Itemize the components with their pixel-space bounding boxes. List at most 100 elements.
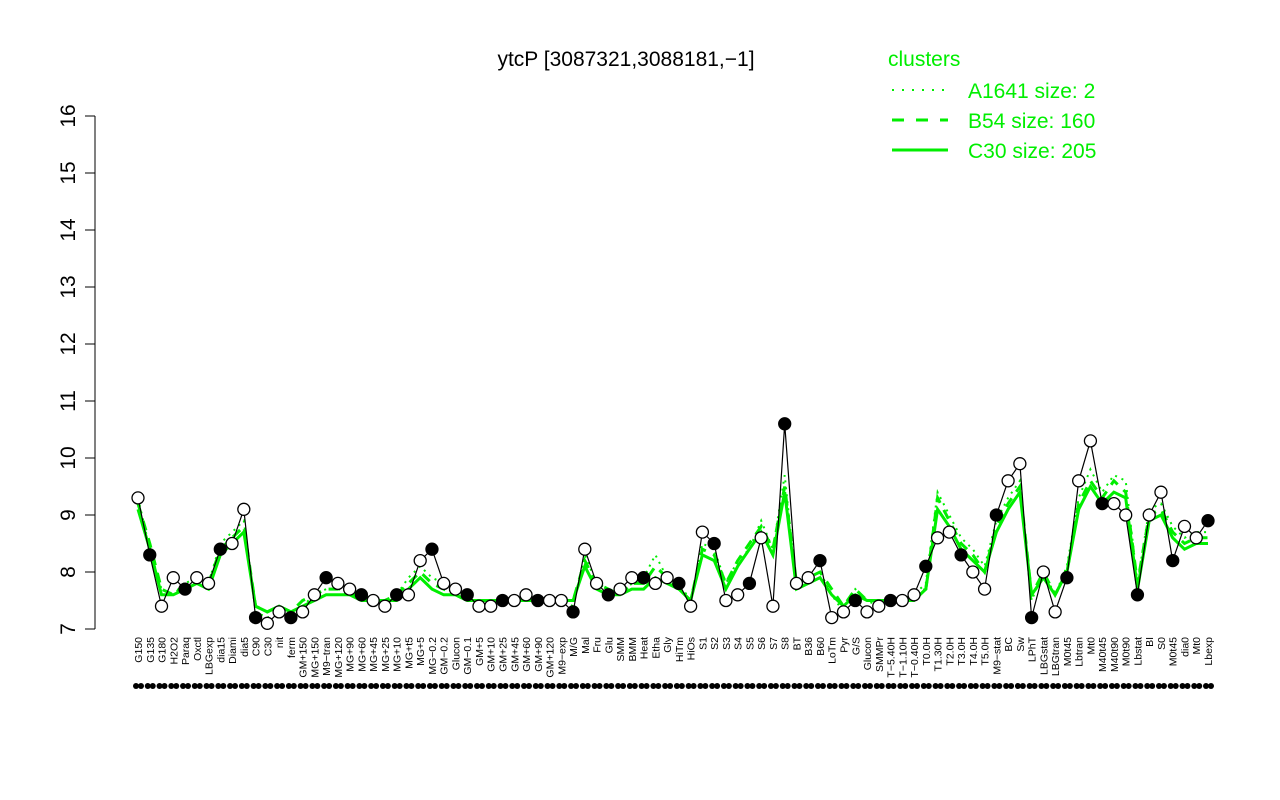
x-tick-marker [568, 683, 575, 689]
x-tick-label: MG+90 [345, 637, 357, 672]
data-point [801, 571, 815, 585]
x-tick-marker [925, 683, 932, 689]
x-tick-label: S8 [780, 637, 792, 650]
x-tick-label: GM+5 [474, 637, 486, 666]
x-tick-marker [1132, 683, 1139, 689]
x-tick-marker [232, 683, 239, 689]
x-tick-label: MG+5 [415, 637, 427, 666]
x-tick-marker [250, 683, 257, 689]
x-tick-marker [509, 683, 516, 689]
data-point [284, 610, 298, 625]
x-tick-marker [168, 683, 175, 689]
x-tick-label: nit [274, 637, 286, 648]
x-tick-label: Fru [592, 637, 604, 653]
x-tick-marker [368, 683, 375, 689]
x-tick-label: S0 [1156, 637, 1168, 650]
x-tick-label: T4.0H [968, 637, 980, 666]
x-tick-marker [1137, 683, 1144, 689]
x-tick-marker [238, 683, 245, 689]
x-tick-marker [1097, 683, 1104, 689]
x-tick-label: S4 [733, 637, 745, 650]
x-tick-label: S5 [744, 637, 756, 650]
x-tick-marker [332, 683, 339, 689]
x-tick-label: GM+25 [498, 637, 510, 672]
x-tick-marker [532, 683, 539, 689]
x-tick-marker [314, 683, 321, 689]
x-tick-marker [478, 683, 485, 689]
x-tick-label: LBGstat [1038, 637, 1050, 675]
x-tick-marker [556, 683, 563, 689]
x-tick-label: MG−0.2 [427, 637, 439, 675]
series-line-2 [136, 483, 1208, 614]
data-point [1001, 474, 1015, 488]
x-tick-marker [1108, 683, 1115, 689]
x-tick-marker [1125, 683, 1132, 689]
x-tick-marker [932, 683, 939, 689]
x-tick-marker [285, 683, 292, 689]
x-tick-marker [1179, 683, 1186, 689]
x-tick-label: SMM [615, 637, 627, 662]
x-tick-label: GM+45 [509, 637, 521, 672]
x-tick-label: M0t90 [1121, 637, 1133, 666]
x-tick-marker [549, 683, 556, 689]
data-point [1048, 605, 1062, 619]
data-point [942, 525, 956, 539]
x-tick-label: MG+10 [392, 637, 404, 672]
x-tick-marker [744, 683, 751, 689]
x-tick-marker [1172, 683, 1179, 689]
data-point [154, 599, 169, 613]
series-line-0 [137, 467, 1208, 619]
x-tick-marker [826, 683, 833, 689]
x-tick-label: dia5 [239, 637, 251, 657]
data-point [366, 593, 380, 608]
series-line-1 [136, 477, 1208, 614]
x-tick-marker [344, 683, 351, 689]
x-tick-marker [279, 683, 286, 689]
x-tick-label: LPhT [1027, 636, 1039, 662]
x-tick-marker [1031, 683, 1038, 689]
x-tick-label: T2.0H [944, 637, 956, 666]
x-tick-marker [949, 683, 956, 689]
legend-title: clusters [888, 48, 960, 71]
data-point [742, 576, 757, 591]
data-point [660, 571, 674, 585]
data-point [272, 605, 286, 619]
x-tick-marker [867, 683, 874, 689]
x-tick-marker [838, 683, 845, 689]
x-tick-marker [779, 683, 786, 689]
x-tick-label: M40t90 [1109, 637, 1121, 672]
x-tick-marker [215, 683, 222, 689]
legend-label: A1641 size: 2 [968, 80, 1095, 103]
data-point [519, 588, 533, 602]
data-point [390, 588, 404, 602]
x-tick-marker [749, 683, 756, 689]
x-tick-marker [133, 683, 139, 689]
x-tick-marker [426, 683, 433, 689]
x-tick-marker [979, 683, 986, 689]
data-point [860, 605, 874, 619]
x-tick-label: Glucon [450, 637, 462, 670]
x-tick-marker [803, 683, 810, 689]
data-point [1130, 588, 1145, 602]
x-axis: G150 G135 G180 H2O2 Paraq Oxctl LBGexp dia15 Dia… [133, 636, 1215, 689]
data-point [566, 605, 580, 619]
data-point [825, 610, 839, 625]
x-tick-label: M9−stat [991, 637, 1003, 675]
data-point [1072, 474, 1086, 488]
x-tick-label: Etha [650, 637, 662, 659]
chart-title: ytcP [3087321,3088181,−1] [497, 48, 754, 71]
data-point [201, 576, 216, 591]
x-tick-label: BC [1003, 637, 1015, 652]
y-tick-label: 15 [57, 161, 80, 184]
data-point [1013, 457, 1027, 471]
x-tick-marker [662, 683, 669, 689]
x-tick-marker [1055, 683, 1062, 689]
data-point [613, 582, 627, 596]
x-tick-marker [796, 683, 803, 689]
x-tick-label: GM−0.1 [462, 637, 474, 675]
x-tick-marker [737, 683, 744, 689]
x-tick-marker [831, 683, 838, 689]
x-tick-marker [497, 683, 504, 689]
x-tick-label: GM+90 [533, 637, 545, 672]
legend-label: B54 size: 160 [968, 110, 1095, 133]
